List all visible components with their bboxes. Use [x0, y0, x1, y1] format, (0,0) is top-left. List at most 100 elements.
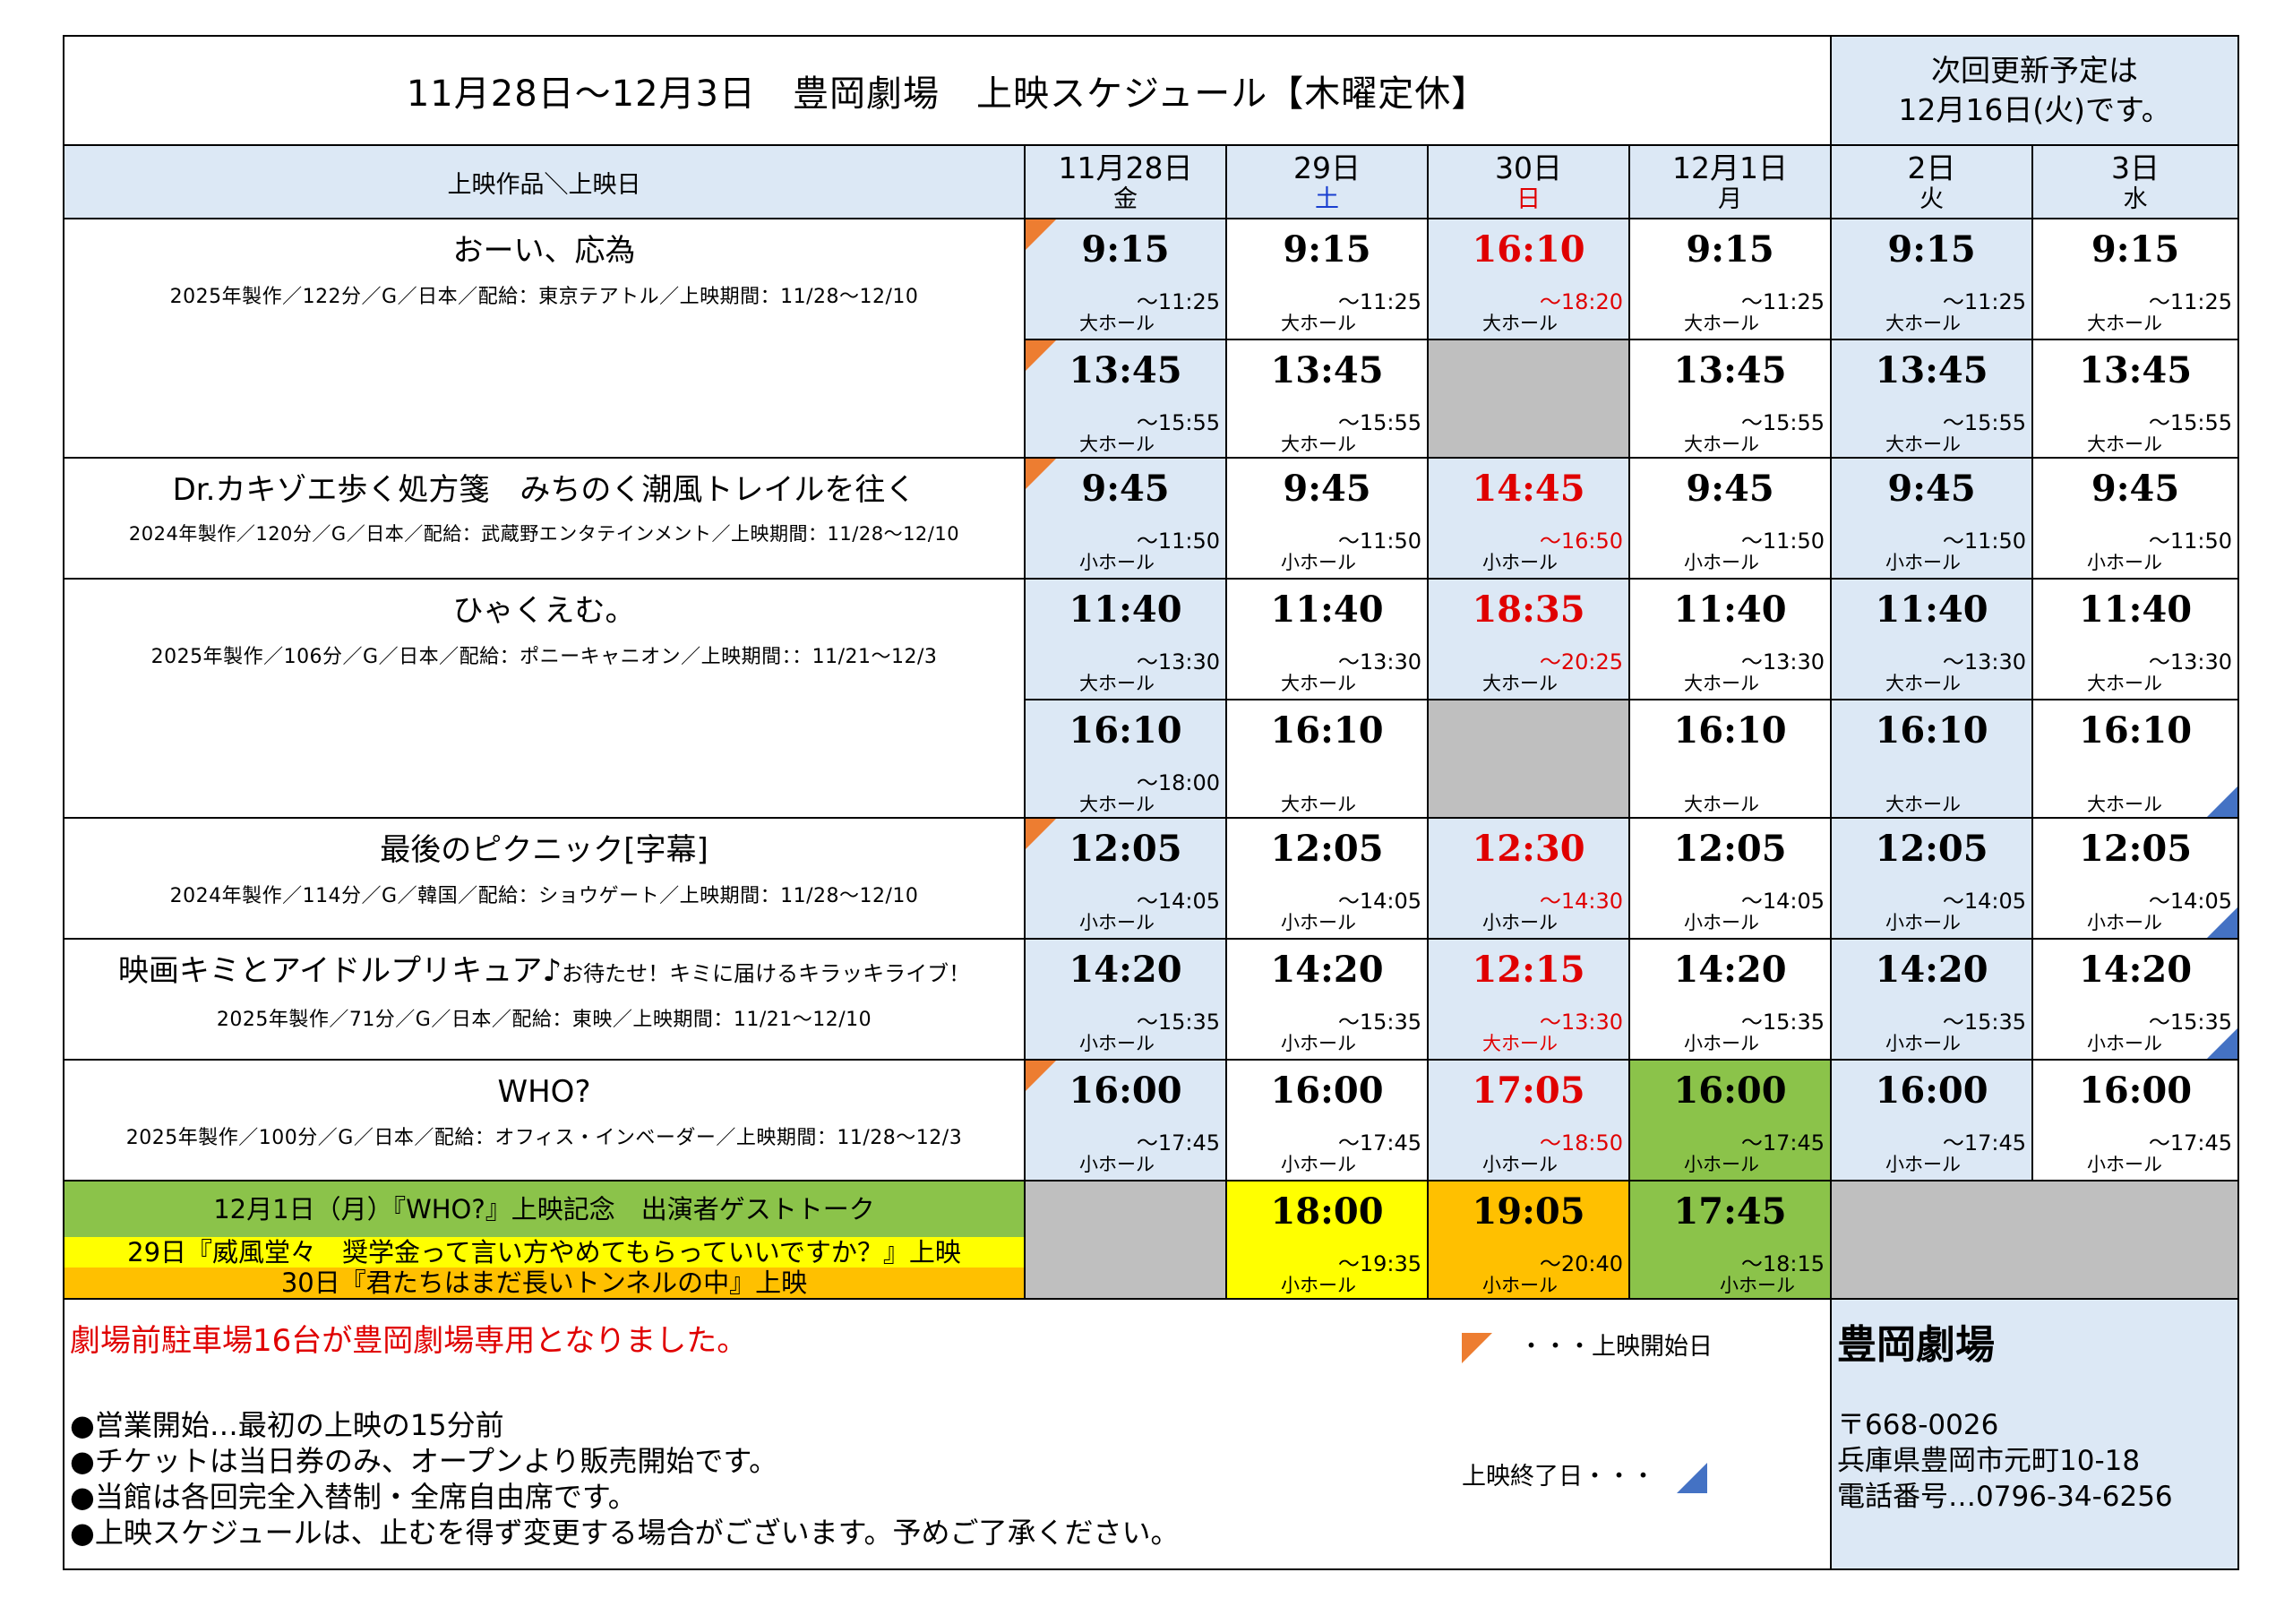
- end-time: ～11:25: [2148, 289, 2233, 314]
- event-guest-talk: 12月1日（月）『WHO?』上映記念 出演者ゲストトーク: [65, 1182, 1023, 1237]
- end-marker: [2207, 786, 2237, 816]
- start-marker-icon: [1462, 1332, 1492, 1363]
- theater-info: 豊岡劇場 〒668-0026 兵庫県豊岡市元町10-18 電話番号…0796-3…: [1830, 1298, 2240, 1570]
- start-time: 16:10: [1472, 228, 1585, 271]
- end-time: ～11:25: [1337, 289, 1421, 314]
- start-time: 13:45: [1673, 349, 1787, 391]
- start-time: 19:05: [1472, 1190, 1585, 1233]
- start-time: 11:40: [1069, 589, 1182, 631]
- hall-label: 小ホール: [1079, 912, 1155, 933]
- showtime-slot: 16:00 ～17:45 小ホール: [1627, 1059, 1833, 1181]
- end-time: ～15:55: [1337, 410, 1421, 435]
- event-slot: 17:45 ～18:15 小ホール: [1627, 1180, 1833, 1300]
- showtime-slot: 12:30 ～14:30 小ホール: [1427, 817, 1630, 940]
- start-time: 11:40: [2079, 589, 2193, 631]
- start-time: 13:45: [1270, 349, 1384, 391]
- end-time: ～18:20: [1539, 289, 1623, 314]
- start-time: 16:00: [2079, 1070, 2193, 1112]
- rule-item: ●上映スケジュールは、止むを得ず変更する場合がございます。予めご了承ください。: [70, 1516, 1180, 1550]
- start-marker: [1026, 1061, 1056, 1091]
- start-time: 18:00: [1270, 1190, 1384, 1233]
- start-marker: [1026, 460, 1056, 489]
- theater-address-block: 〒668-0026 兵庫県豊岡市元町10-18 電話番号…0796-34-625…: [1837, 1407, 2173, 1515]
- parking-notice: 劇場前駐車場16台が豊岡劇場専用となりました。: [70, 1323, 748, 1359]
- hall-label: 小ホール: [1482, 1275, 1558, 1296]
- page-title: 11月28日～12月3日 豊岡劇場 上映スケジュール【木曜定休】: [62, 35, 1833, 146]
- end-time: ～13:30: [1740, 649, 1825, 675]
- showtime-slot: 11:40 ～13:30 大ホール: [1024, 578, 1227, 700]
- rule-item: ●チケットは当日券のみ、オープンより販売開始です。: [70, 1444, 778, 1478]
- start-time: 9:15: [1686, 228, 1774, 271]
- end-time: ～14:05: [1942, 889, 2027, 914]
- day-weekday: 火: [1919, 185, 1945, 213]
- hall-label: 大ホール: [1684, 434, 1759, 455]
- showtime-slot: 13:45 ～15:55 大ホール: [1830, 339, 2034, 459]
- end-time: ～15:55: [2148, 410, 2233, 435]
- movie-info: 2025年製作／122分／G／日本／配給：東京テアトル／上映期間：11/28～1…: [169, 286, 919, 308]
- end-time: ～18:50: [1539, 1130, 1623, 1156]
- end-time: ～11:50: [1942, 528, 2027, 554]
- movie-title: 最後のピクニック[字幕]: [380, 832, 709, 868]
- showtime-slot: 9:45 ～11:50 小ホール: [1627, 457, 1833, 580]
- hall-label: 小ホール: [1885, 1154, 1962, 1175]
- hall-label: 小ホール: [1482, 1154, 1558, 1175]
- hall-label: 大ホール: [1885, 794, 1962, 815]
- closed-slot: [1024, 1180, 1227, 1300]
- showtime-slot: 9:15 ～11:25 大ホール: [1627, 218, 1833, 340]
- showtime-slot: 12:05 ～14:05 小ホール: [2031, 817, 2240, 940]
- rules-list: ●営業開始…最初の上映の15分前 ●チケットは当日券のみ、オープンより販売開始で…: [70, 1407, 1179, 1551]
- end-time: ～11:50: [1136, 528, 1220, 554]
- special-events: 12月1日（月）『WHO?』上映記念 出演者ゲストトーク 29日『威風堂々 奨学…: [63, 1180, 1026, 1300]
- hall-label: 大ホール: [1079, 434, 1155, 455]
- end-time: ～14:05: [1740, 889, 1825, 914]
- hall-label: 大ホール: [1079, 313, 1155, 334]
- hall-label: 小ホール: [2087, 1033, 2163, 1054]
- showtime-slot: 16:10 大ホール: [1830, 699, 2034, 819]
- update-notice-line: 12月16日(火)です。: [1898, 92, 2171, 127]
- day-header: 2日火: [1830, 144, 2034, 219]
- end-time: ～13:30: [1539, 1010, 1623, 1035]
- start-time: 12:30: [1472, 828, 1585, 870]
- start-marker: [1026, 820, 1056, 849]
- start-time: 16:10: [1270, 709, 1384, 752]
- day-date: 3日: [2111, 150, 2160, 185]
- hall-label: 小ホール: [1281, 1154, 1356, 1175]
- closed-slot: [1427, 339, 1630, 459]
- hall-label: 小ホール: [1281, 912, 1356, 933]
- hall-label: 小ホール: [1079, 552, 1155, 573]
- end-time: ～13:30: [1136, 649, 1220, 675]
- showtime-slot: 12:15 ～13:30 大ホール: [1427, 938, 1630, 1061]
- showtime-slot: 13:45 ～15:55 大ホール: [1225, 339, 1429, 459]
- page-title-text: 11月28日～12月3日 豊岡劇場 上映スケジュール【木曜定休】: [406, 73, 1489, 115]
- hall-label: 大ホール: [1281, 434, 1356, 455]
- day-header: 30日日: [1427, 144, 1630, 219]
- day-weekday: 金: [1113, 185, 1138, 213]
- start-time: 16:10: [2079, 709, 2193, 752]
- start-time: 16:00: [1270, 1070, 1384, 1112]
- start-time: 14:45: [1472, 468, 1585, 510]
- movie-info: 2025年製作／71分／G／日本／配給：東映／上映期間：11/21～12/10: [216, 1009, 872, 1031]
- day-weekday: 日: [1516, 185, 1541, 213]
- hall-label: 大ホール: [1885, 434, 1962, 455]
- end-time: ～15:35: [1337, 1010, 1421, 1035]
- start-time: 16:10: [1875, 709, 1988, 752]
- start-time: 9:45: [1686, 468, 1774, 510]
- movie-title-main: 映画キミとアイドルプリキュア♪: [117, 953, 563, 989]
- showtime-slot: 16:10 大ホール: [1225, 699, 1429, 819]
- end-marker-icon: [1677, 1462, 1707, 1493]
- end-time: ～15:35: [1740, 1010, 1825, 1035]
- update-notice-line: 次回更新予定は: [1931, 53, 2139, 88]
- start-time: 14:20: [1875, 949, 1988, 991]
- hall-label: 小ホール: [1281, 552, 1356, 573]
- end-time: ～17:45: [1942, 1130, 2027, 1156]
- showtime-slot: 18:35 ～20:25 大ホール: [1427, 578, 1630, 700]
- showtime-slot: 14:20 ～15:35 小ホール: [2031, 938, 2240, 1061]
- end-time: ～14:05: [1136, 889, 1220, 914]
- hall-label: 大ホール: [2087, 794, 2163, 815]
- showtime-slot: 16:10 ～18:20 大ホール: [1427, 218, 1630, 340]
- end-time: ～18:15: [1740, 1251, 1825, 1276]
- showtime-slot: 13:45 ～15:55 大ホール: [1627, 339, 1833, 459]
- day-date: 30日: [1495, 150, 1562, 185]
- day-header: 11月28日金: [1024, 144, 1227, 219]
- end-marker: [2207, 1028, 2237, 1058]
